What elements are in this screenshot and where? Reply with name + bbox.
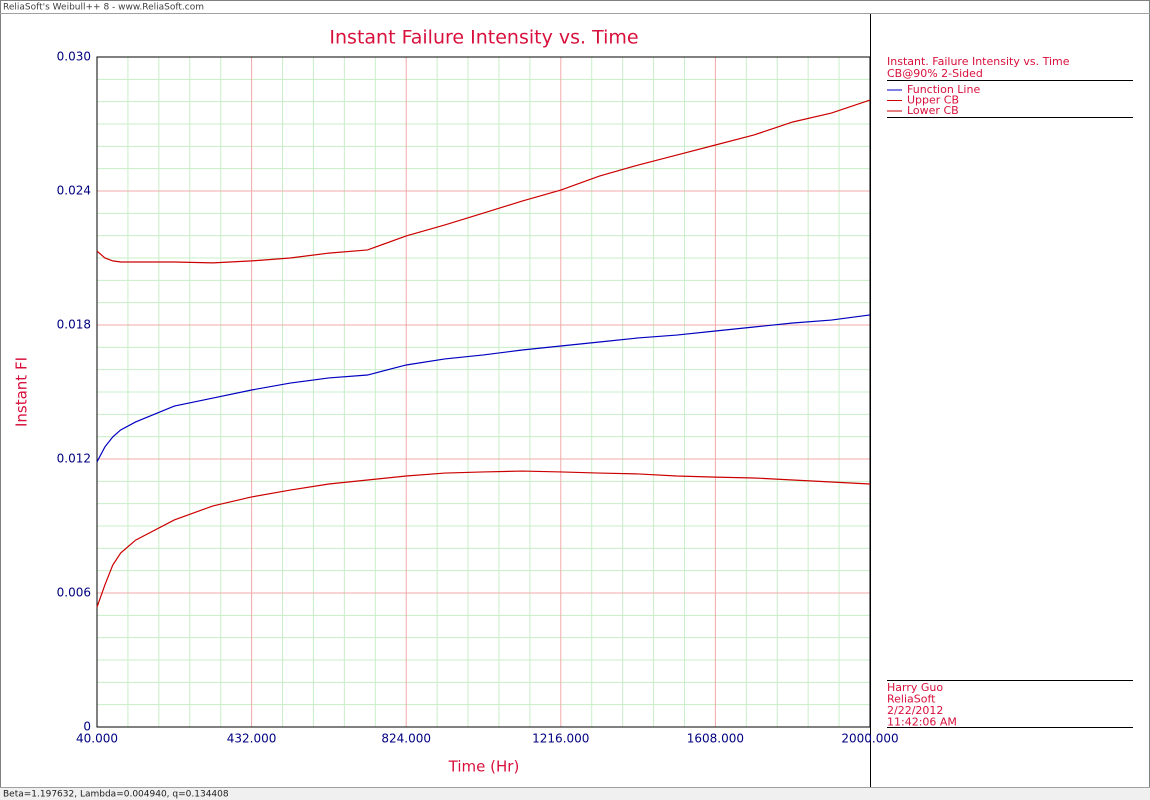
- legend-label: Upper CB: [907, 94, 959, 107]
- legend-label: Lower CB: [907, 104, 959, 117]
- x-axis-label: Time (Hr): [448, 758, 520, 776]
- y-tick-label: 0.018: [57, 318, 91, 332]
- x-tick-label: 1608.000: [687, 732, 744, 746]
- series-line: [96, 314, 871, 463]
- legend-subtitle: CB@90% 2-Sided: [887, 67, 983, 80]
- x-tick-label: 40.000: [76, 732, 118, 746]
- series-line: [96, 470, 871, 608]
- plot-border: [96, 56, 871, 728]
- info-line: Harry Guo: [887, 681, 943, 694]
- y-axis-label: Instant FI: [13, 357, 31, 427]
- info-line: 2/22/2012: [887, 704, 943, 717]
- info-line: 11:42:06 AM: [887, 716, 957, 729]
- info-line: ReliaSoft: [887, 693, 936, 706]
- y-tick-label: 0.024: [57, 184, 91, 198]
- window-title: ReliaSoft's Weibull++ 8 - www.ReliaSoft.…: [3, 3, 204, 13]
- chart-title: Instant Failure Intensity vs. Time: [329, 27, 638, 49]
- x-tick-label: 432.000: [227, 732, 277, 746]
- x-tick-label: 2000.000: [841, 732, 898, 746]
- x-tick-label: 824.000: [381, 732, 431, 746]
- legend-title: Instant. Failure Intensity vs. Time: [887, 55, 1070, 68]
- x-tick-label: 1216.000: [532, 732, 589, 746]
- y-tick-label: 0.012: [57, 452, 91, 466]
- series-line: [96, 99, 871, 264]
- y-tick-label: 0: [83, 720, 91, 734]
- status-bar: [0, 787, 1150, 800]
- legend-label: Function Line: [907, 83, 980, 96]
- y-tick-label: 0.030: [57, 50, 91, 64]
- status-text: Beta=1.197632, Lambda=0.004940, q=0.1344…: [3, 790, 229, 800]
- y-tick-label: 0.006: [57, 586, 91, 600]
